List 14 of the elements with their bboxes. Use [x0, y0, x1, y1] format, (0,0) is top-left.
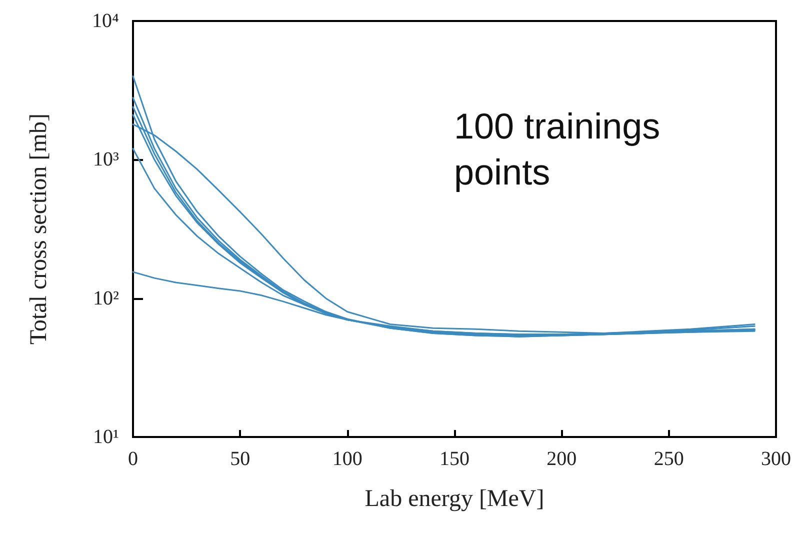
- x-tick-label: 0: [128, 448, 138, 470]
- y-axis-title: Total cross section [mb]: [26, 114, 52, 344]
- x-tick-label: 200: [546, 448, 577, 470]
- x-tick-label: 250: [654, 448, 684, 470]
- y-tick-label: 10²: [93, 287, 119, 310]
- x-tick-label: 300: [761, 448, 791, 470]
- y-tick-label: 10⁴: [92, 10, 120, 32]
- y-tick-label: 10³: [93, 148, 119, 171]
- x-tick-label: 50: [230, 448, 250, 470]
- y-tick-label: 10¹: [93, 426, 119, 448]
- x-tick-label: 150: [440, 448, 470, 470]
- x-tick-label: 100: [332, 448, 362, 470]
- x-axis-title: Lab energy [MeV]: [364, 486, 544, 512]
- annotation: 100 trainings points: [454, 106, 670, 192]
